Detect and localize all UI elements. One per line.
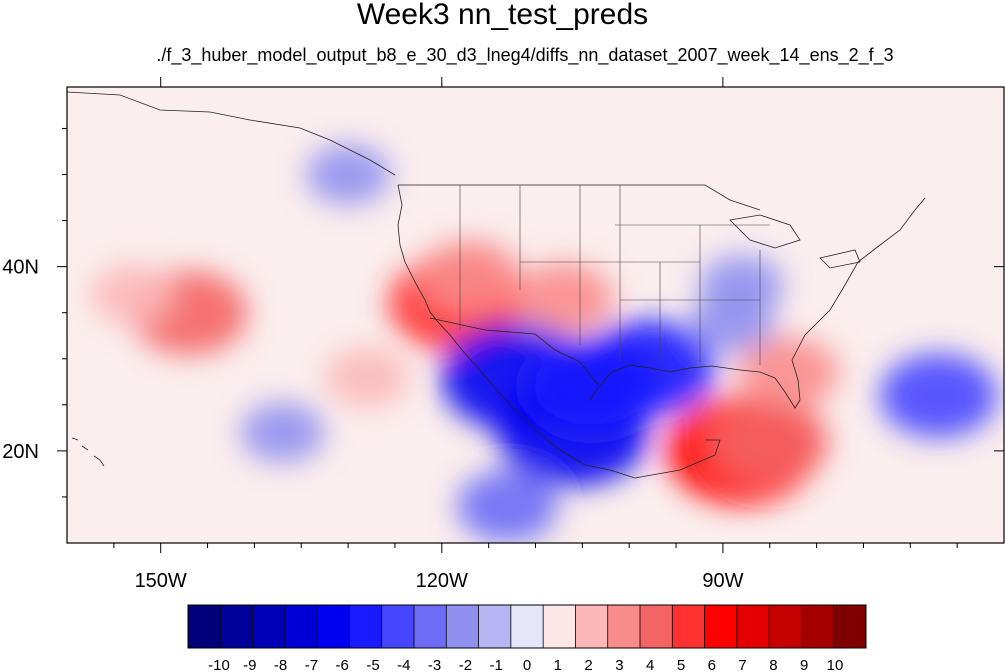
colorbar-label: 9 (800, 657, 808, 672)
anomaly-blob (324, 347, 409, 408)
colorbar-swatch (640, 605, 673, 648)
anomaly-blob (710, 399, 829, 484)
y-tick-label: 20N (2, 441, 39, 463)
colorbar-label: -1 (490, 657, 503, 672)
colorbar-label: -5 (366, 657, 379, 672)
colorbar-swatch (478, 605, 512, 648)
chart-subtitle: ./f_3_huber_model_output_b8_e_30_d3_lneg… (156, 45, 894, 65)
hawaii-islands (71, 437, 105, 467)
yucatan-coastline (634, 439, 721, 479)
colorbar-swatch (672, 605, 705, 648)
colorbar-swatch (349, 605, 383, 648)
mexico-west-coastline (489, 381, 636, 479)
colorbar-swatch (801, 605, 835, 648)
colorbar-label: 8 (769, 657, 777, 672)
x-tick-label: 120W (416, 570, 468, 592)
colorbar-label: 1 (554, 657, 562, 672)
colorbar-swatch (704, 605, 738, 648)
baja-coastline (437, 321, 491, 383)
colorbar-label: -4 (397, 657, 410, 672)
us-canada-border (398, 184, 761, 211)
colorbar-label: -10 (208, 657, 230, 672)
x-tick-label: 150W (135, 570, 187, 592)
colorbar: -10 -9 -8 -7 -6 -5 -4 -3 -2 -1 0 1 2 3 4 5 6 7 8 9 10 (187, 604, 867, 672)
colorbar-label: 3 (615, 657, 623, 672)
chart-title: Week3 nn_test_preds (356, 0, 649, 31)
gulf-coastline (589, 364, 776, 401)
coastline-layer (67, 91, 926, 479)
colorbar-label: 2 (584, 657, 592, 672)
colorbar-label: -7 (305, 657, 318, 672)
colorbar-frame (187, 604, 867, 649)
colorbar-label: -8 (274, 657, 287, 672)
x-tick-label: 90W (702, 570, 743, 592)
alaska-coastline (67, 91, 396, 176)
colorbar-swatch (317, 605, 350, 648)
colorbar-swatch (220, 605, 253, 648)
anomaly-blob (306, 144, 391, 205)
axis-layer: 150W 120W 90W 40N 20N (2, 77, 1004, 592)
plot-area (67, 87, 1004, 543)
anomaly-blob (690, 291, 775, 352)
colorbar-label: 6 (708, 657, 716, 672)
colorbar-swatch (543, 605, 576, 648)
colorbar-swatch (833, 605, 867, 648)
florida-coastline (774, 359, 801, 409)
state-borders (459, 185, 770, 365)
us-west-coastline (397, 184, 439, 323)
colorbar-label: 0 (523, 657, 531, 672)
us-mexico-border (429, 317, 599, 386)
anomaly-blob (513, 262, 615, 335)
anomaly-blob (419, 239, 521, 312)
anomaly-layer (90, 144, 998, 543)
anomaly-blob (738, 336, 839, 409)
y-tick-label: 40N (2, 257, 39, 279)
colorbar-label: 4 (646, 657, 654, 672)
colorbar-label: -9 (243, 657, 256, 672)
colorbar-swatch (381, 605, 415, 648)
colorbar-swatch (284, 605, 318, 648)
colorbar-swatch (736, 605, 770, 648)
colorbar-swatch (446, 605, 479, 648)
colorbar-swatch (188, 605, 221, 648)
anomaly-blob (90, 264, 175, 325)
colorbar-label: 7 (738, 657, 746, 672)
colorbar-label: -6 (336, 657, 349, 672)
colorbar-label: -3 (428, 657, 441, 672)
colorbar-swatch (252, 605, 286, 648)
colorbar-swatch (769, 605, 802, 648)
anomaly-blob (240, 402, 325, 463)
colorbar-label: -2 (459, 657, 472, 672)
colorbar-swatch (575, 605, 609, 648)
anomaly-blob (456, 470, 558, 543)
colorbar-swatch (510, 605, 544, 648)
colorbar-label: 5 (677, 657, 685, 672)
anomaly-blob (879, 353, 998, 438)
colorbar-swatch (607, 605, 641, 648)
colorbar-label: 10 (827, 657, 844, 672)
colorbar-swatch (414, 605, 447, 648)
great-lakes-outline (729, 214, 861, 269)
